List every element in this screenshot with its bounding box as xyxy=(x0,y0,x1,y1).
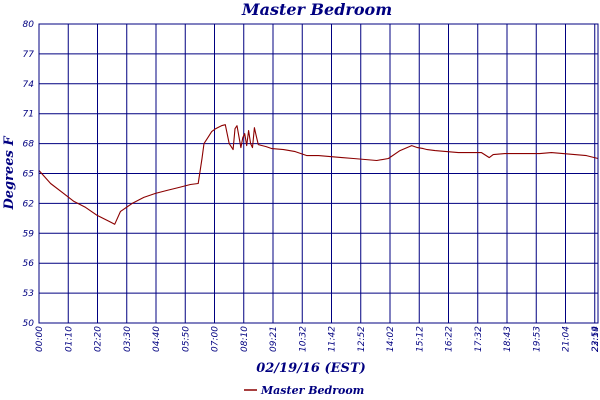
plot-frame xyxy=(38,23,599,324)
y-tick-label: 77 xyxy=(23,50,35,60)
x-tick-label: 02:20 xyxy=(94,326,104,352)
legend-label-master-bedroom: Master Bedroom xyxy=(260,384,364,397)
x-tick-label: 09:21 xyxy=(269,326,279,352)
x-tick-label: 11:42 xyxy=(328,326,338,352)
y-tick-label: 74 xyxy=(23,80,35,90)
x-tick-label: 12:52 xyxy=(357,326,367,352)
x-tick-label: 07:00 xyxy=(211,326,221,352)
x-tick-label: 23:59 xyxy=(591,326,600,352)
x-tick-label: 15:12 xyxy=(415,326,425,352)
x-tick-label: 19:53 xyxy=(532,326,542,352)
x-tick-label: 00:00 xyxy=(35,326,45,352)
chart-grid xyxy=(38,23,598,324)
x-tick-label: 10:32 xyxy=(298,326,308,352)
y-tick-labels: 50 53 56 59 62 65 68 71 74 77 80 xyxy=(23,20,35,329)
x-axis-title: 02/19/16 (EST) xyxy=(256,361,366,376)
x-tick-label: 05:50 xyxy=(181,326,191,352)
y-tick-label: 68 xyxy=(23,140,35,150)
x-tick-label: 18:43 xyxy=(503,326,513,352)
x-tick-label: 21:04 xyxy=(562,326,572,352)
x-tick-labels: 00:00 01:10 02:20 03:30 04:40 05:50 07:00 08:10… xyxy=(35,326,600,352)
x-tick-label: 01:10 xyxy=(64,326,74,352)
y-tick-label: 71 xyxy=(23,110,34,120)
x-tick-label: 14:02 xyxy=(386,326,396,352)
legend: Master Bedroom xyxy=(244,384,364,397)
y-tick-label: 80 xyxy=(23,20,35,30)
x-tick-label: 04:40 xyxy=(152,326,162,352)
x-tick-label: 08:10 xyxy=(240,326,250,352)
chart-title: Master Bedroom xyxy=(241,0,392,19)
y-tick-label: 65 xyxy=(23,170,35,180)
x-tick-label: 03:30 xyxy=(123,326,133,352)
y-tick-label: 62 xyxy=(23,199,35,209)
x-tick-label: 22:14 xyxy=(591,326,600,352)
y-tick-label: 50 xyxy=(23,319,35,329)
y-axis-title: Degrees F xyxy=(2,136,17,211)
y-tick-label: 59 xyxy=(23,229,35,239)
y-tick-label: 56 xyxy=(23,259,35,269)
x-tick-label: 16:22 xyxy=(445,326,455,352)
series-line-master-bedroom xyxy=(38,124,599,225)
y-tick-label: 53 xyxy=(23,289,35,299)
x-tick-label: 17:32 xyxy=(474,326,484,352)
